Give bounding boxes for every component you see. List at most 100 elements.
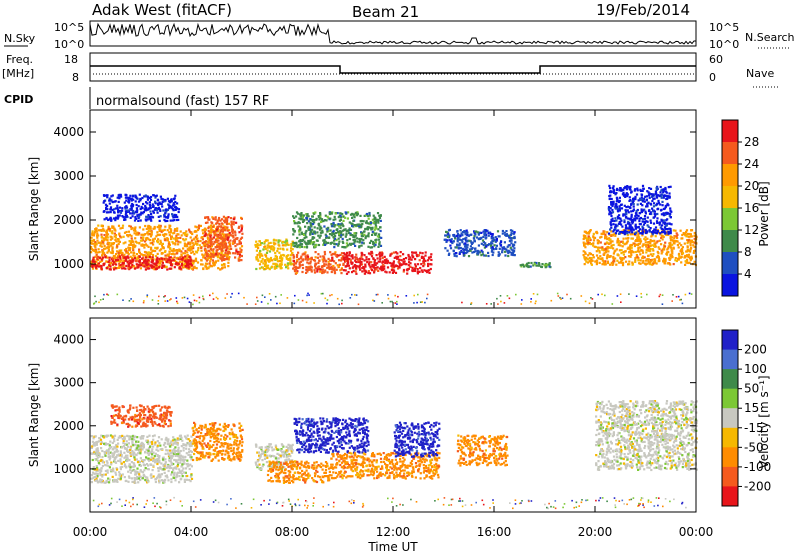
power-echo-cell [169, 219, 172, 222]
power-echo-cell [332, 233, 335, 236]
freq-tick-bottom: 8 [72, 71, 79, 84]
power-echo-cell [334, 231, 338, 235]
power-echo-cell [600, 235, 603, 238]
power-echo-cell [412, 269, 416, 272]
power-echo-cell [305, 271, 308, 274]
power-echo-cell [298, 261, 301, 264]
power-echo-cell [625, 242, 628, 245]
power-echo-cell [632, 209, 635, 213]
power-echo-cell [177, 218, 180, 221]
power-echo-cell [392, 251, 396, 254]
power-echo-cell [262, 262, 265, 265]
power-echo-cell [647, 225, 650, 228]
power-echo-cell [140, 253, 143, 256]
power-echo-cell [276, 265, 279, 268]
power-echo-cell [336, 230, 340, 234]
power-echo-cell [444, 247, 447, 250]
power-echo-cell [154, 262, 157, 265]
power-echo-cell [292, 263, 296, 267]
power-echo-cell [114, 267, 117, 270]
power-echo-cell [337, 223, 340, 226]
power-echo-cell [509, 229, 513, 232]
power-echo-cell [668, 192, 671, 195]
power-echo-cell [653, 242, 656, 245]
power-echo-cell [240, 259, 243, 262]
power-echo-cell [379, 244, 383, 247]
power-echo-cell [611, 208, 614, 212]
power-echo-cell [587, 235, 590, 238]
power-echo-cell [199, 224, 202, 227]
power-echo-cell [295, 255, 299, 259]
power-echo-cell [152, 262, 155, 265]
power-echo-cell [635, 193, 639, 196]
power-echo-cell [638, 236, 641, 239]
power-echo-cell [618, 189, 621, 192]
power-echo-cell [506, 245, 509, 248]
power-echo-cell [625, 192, 628, 195]
power-echo-cell [624, 186, 627, 189]
power-echo-cell [330, 234, 333, 237]
power-echo-cell [118, 259, 121, 263]
power-echo-cell [676, 236, 679, 240]
power-echo-cell [104, 203, 108, 206]
velocity-echo-cell [164, 438, 167, 441]
power-echo-cell [178, 249, 181, 253]
power-echo-cell [314, 251, 317, 254]
power-speckle-cell [550, 299, 553, 302]
power-echo-cell [335, 254, 338, 258]
velocity-echo-cell [153, 455, 156, 458]
power-echo-cell [690, 246, 693, 249]
power-echo-cell [171, 240, 174, 244]
power-echo-cell [173, 213, 176, 216]
power-echo-cell [194, 236, 197, 239]
power-echo-cell [216, 225, 219, 228]
power-echo-cell [184, 260, 187, 263]
power-echo-cell [285, 256, 288, 259]
power-speckle-cell [659, 293, 662, 296]
power-echo-cell [148, 230, 151, 233]
power-echo-cell [230, 222, 233, 225]
power-echo-cell [143, 265, 146, 268]
power-echo-cell [123, 253, 126, 256]
power-echo-cell [363, 233, 366, 236]
power-echo-cell [669, 246, 673, 249]
power-echo-cell [543, 264, 546, 267]
power-echo-cell [585, 242, 588, 245]
power-echo-cell [303, 240, 306, 243]
power-echo-cell [639, 223, 642, 226]
power-echo-cell [666, 204, 669, 207]
power-echo-cell [630, 215, 633, 218]
power-echo-cell [324, 269, 327, 272]
power-echo-cell [586, 243, 589, 246]
power-echo-cell [267, 267, 270, 270]
power-echo-cell [642, 227, 645, 230]
power-echo-cell [103, 210, 106, 213]
power-echo-cell [196, 261, 200, 264]
power-echo-cell [592, 235, 595, 238]
power-echo-cell [399, 263, 402, 266]
power-echo-cell [667, 247, 670, 250]
power-echo-cell [354, 266, 358, 269]
power-echo-cell [637, 246, 640, 250]
power-echo-cell [94, 264, 97, 267]
power-echo-cell [656, 221, 659, 224]
power-speckle-cell [684, 293, 687, 296]
power-echo-cell [153, 237, 156, 240]
power-echo-cell [651, 254, 654, 257]
power-echo-cell [306, 222, 309, 225]
power-echo-cell [139, 199, 142, 202]
power-echo-cell [647, 258, 650, 261]
power-echo-cell [490, 241, 493, 244]
power-echo-cell [342, 233, 345, 236]
power-echo-cell [168, 226, 171, 229]
power-echo-cell [680, 247, 683, 251]
power-echo-cell [275, 266, 278, 270]
power-echo-cell [689, 239, 692, 243]
power-echo-cell [143, 233, 146, 236]
power-echo-cell [134, 244, 137, 247]
power-echo-cell [241, 225, 244, 228]
power-echo-cell [634, 223, 637, 226]
power-echo-cell [210, 228, 213, 231]
power-echo-cell [176, 215, 179, 218]
